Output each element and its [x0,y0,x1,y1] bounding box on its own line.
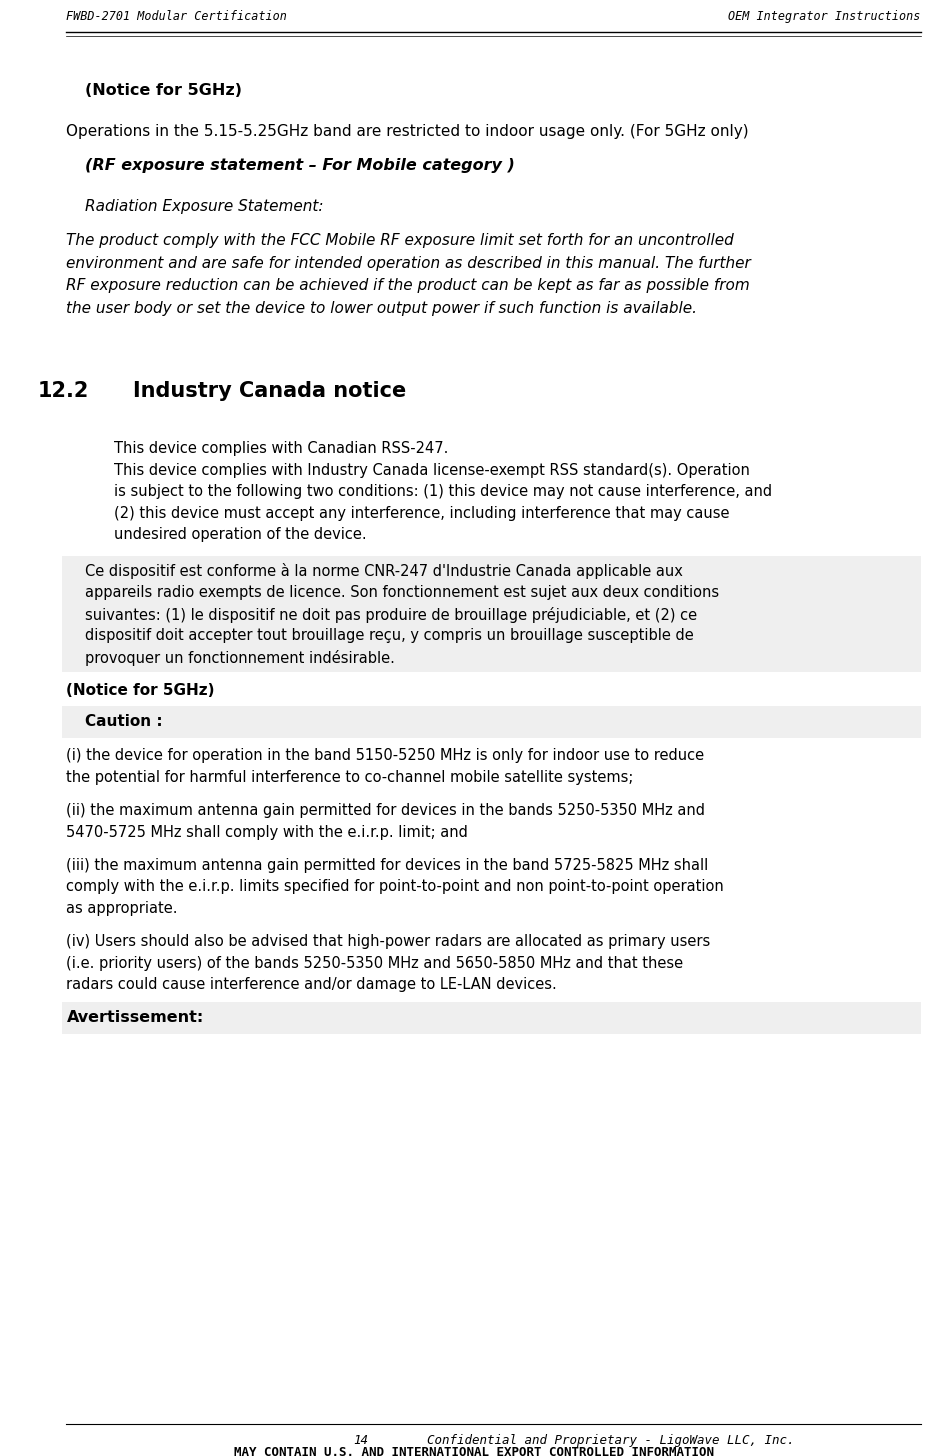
Text: FWBD-2701 Modular Certification: FWBD-2701 Modular Certification [66,10,288,23]
FancyBboxPatch shape [62,556,921,673]
Text: the user body or set the device to lower output power if such function is availa: the user body or set the device to lower… [66,300,698,316]
FancyBboxPatch shape [62,706,921,738]
Text: radars could cause interference and/or damage to LE-LAN devices.: radars could cause interference and/or d… [66,977,557,993]
Text: OEM Integrator Instructions: OEM Integrator Instructions [728,10,921,23]
FancyBboxPatch shape [62,1002,921,1034]
Text: dispositif doit accepter tout brouillage reçu, y compris un brouillage susceptib: dispositif doit accepter tout brouillage… [85,628,694,644]
Text: The product comply with the FCC Mobile RF exposure limit set forth for an uncont: The product comply with the FCC Mobile R… [66,233,735,248]
Text: Ce dispositif est conforme à la norme CNR-247 d'Industrie Canada applicable aux: Ce dispositif est conforme à la norme CN… [85,563,683,579]
Text: 5470-5725 MHz shall comply with the e.i.r.p. limit; and: 5470-5725 MHz shall comply with the e.i.… [66,824,468,840]
Text: appareils radio exempts de licence. Son fonctionnement est sujet aux deux condit: appareils radio exempts de licence. Son … [85,585,719,600]
Text: (iii) the maximum antenna gain permitted for devices in the band 5725-5825 MHz s: (iii) the maximum antenna gain permitted… [66,858,709,874]
Text: Avertissement:: Avertissement: [66,1010,204,1025]
Text: (i.e. priority users) of the bands 5250-5350 MHz and 5650-5850 MHz and that thes: (i.e. priority users) of the bands 5250-… [66,955,683,971]
Text: (Notice for 5GHz): (Notice for 5GHz) [85,83,242,98]
Text: (RF exposure statement – For Mobile category ): (RF exposure statement – For Mobile cate… [85,159,515,173]
Text: the potential for harmful interference to co-channel mobile satellite systems;: the potential for harmful interference t… [66,770,634,785]
Text: environment and are safe for intended operation as described in this manual. The: environment and are safe for intended op… [66,256,752,271]
Text: (i) the device for operation in the band 5150-5250 MHz is only for indoor use to: (i) the device for operation in the band… [66,748,704,763]
Text: Radiation Exposure Statement:: Radiation Exposure Statement: [85,199,324,214]
Text: suivantes: (1) le dispositif ne doit pas produire de brouillage préjudiciable, e: suivantes: (1) le dispositif ne doit pas… [85,607,698,623]
Text: (iv) Users should also be advised that high-power radars are allocated as primar: (iv) Users should also be advised that h… [66,935,711,949]
Text: Operations in the 5.15-5.25GHz band are restricted to indoor usage only. (For 5G: Operations in the 5.15-5.25GHz band are … [66,124,749,138]
Text: (Notice for 5GHz): (Notice for 5GHz) [66,683,214,697]
Text: This device complies with Canadian RSS-247.: This device complies with Canadian RSS-2… [114,441,448,456]
Text: Industry Canada notice: Industry Canada notice [133,381,406,402]
Text: provoquer un fonctionnement indésirable.: provoquer un fonctionnement indésirable. [85,649,396,665]
Text: MAY CONTAIN U.S. AND INTERNATIONAL EXPORT CONTROLLED INFORMATION: MAY CONTAIN U.S. AND INTERNATIONAL EXPOR… [234,1446,715,1456]
Text: This device complies with Industry Canada license-exempt RSS standard(s). Operat: This device complies with Industry Canad… [114,463,750,478]
Text: undesired operation of the device.: undesired operation of the device. [114,527,366,543]
Text: (2) this device must accept any interference, including interference that may ca: (2) this device must accept any interfer… [114,505,730,521]
Text: 14: 14 [353,1434,368,1447]
Text: 12.2: 12.2 [38,381,89,402]
Text: (ii) the maximum antenna gain permitted for devices in the bands 5250-5350 MHz a: (ii) the maximum antenna gain permitted … [66,804,705,818]
Text: is subject to the following two conditions: (1) this device may not cause interf: is subject to the following two conditio… [114,485,772,499]
Text: comply with the e.i.r.p. limits specified for point-to-point and non point-to-po: comply with the e.i.r.p. limits specifie… [66,879,724,894]
Text: as appropriate.: as appropriate. [66,901,177,916]
Text: Confidential and Proprietary - LigoWave LLC, Inc.: Confidential and Proprietary - LigoWave … [427,1434,794,1447]
Text: Caution :: Caution : [85,715,163,729]
Text: RF exposure reduction can be achieved if the product can be kept as far as possi: RF exposure reduction can be achieved if… [66,278,750,293]
